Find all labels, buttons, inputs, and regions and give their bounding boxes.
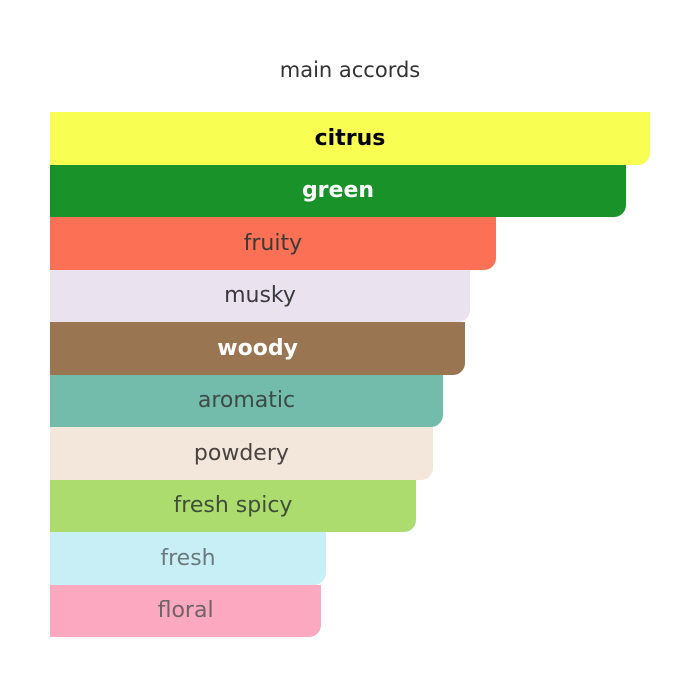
bar-label: aromatic	[197, 388, 296, 414]
bar-powdery: powdery	[50, 427, 433, 480]
bar-label: fresh spicy	[173, 493, 293, 519]
bar-green: green	[50, 164, 626, 217]
bar-aromatic: aromatic	[50, 374, 443, 427]
bar-label: citrus	[314, 125, 386, 151]
bar-citrus: citrus	[50, 112, 650, 165]
bar-fresh: fresh	[50, 532, 326, 585]
bar-label: floral	[157, 598, 214, 624]
bar-woody: woody	[50, 322, 466, 375]
bar-floral: floral	[50, 584, 322, 637]
bar-musky: musky	[50, 269, 470, 322]
bar-fruity: fruity	[50, 217, 496, 270]
bar-label: musky	[224, 283, 296, 309]
bar-label: woody	[217, 335, 298, 361]
bar-label: powdery	[193, 440, 289, 466]
accord-bars: citrus green fruity musky woody aromatic powde…	[50, 112, 650, 637]
bar-label: green	[301, 178, 375, 204]
chart-title: main accords	[279, 58, 421, 82]
bar-label: fruity	[243, 230, 303, 256]
bar-label: fresh	[160, 545, 216, 571]
bar-fresh-spicy: fresh spicy	[50, 479, 416, 532]
